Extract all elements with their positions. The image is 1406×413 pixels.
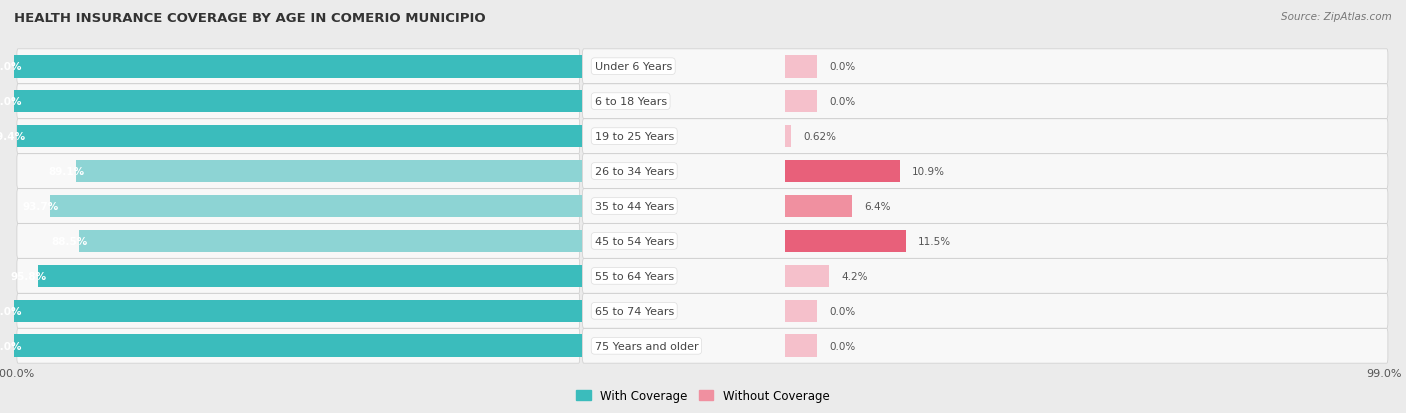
Bar [14,335,582,357]
FancyBboxPatch shape [582,294,1388,328]
FancyBboxPatch shape [582,50,1388,84]
Text: 6 to 18 Years: 6 to 18 Years [595,97,666,107]
FancyBboxPatch shape [17,189,579,224]
Text: 99.4%: 99.4% [0,132,25,142]
Bar [785,335,817,357]
FancyBboxPatch shape [17,294,579,328]
FancyBboxPatch shape [17,119,579,154]
Text: 89.1%: 89.1% [48,166,84,177]
FancyBboxPatch shape [582,259,1388,294]
FancyBboxPatch shape [17,329,579,363]
FancyBboxPatch shape [582,119,1388,154]
Text: 0.62%: 0.62% [803,132,837,142]
Bar [14,90,582,113]
Text: Source: ZipAtlas.com: Source: ZipAtlas.com [1281,12,1392,22]
Bar [38,265,582,287]
FancyBboxPatch shape [17,154,579,189]
Bar [17,126,582,148]
Bar [14,56,582,78]
Text: 45 to 54 Years: 45 to 54 Years [595,236,673,247]
Bar [79,230,582,253]
Text: 0.0%: 0.0% [830,341,856,351]
Text: 65 to 74 Years: 65 to 74 Years [595,306,673,316]
Bar [76,160,582,183]
Text: 6.4%: 6.4% [865,202,891,211]
Text: 4.2%: 4.2% [841,271,868,281]
Text: 100.0%: 100.0% [0,62,22,72]
Text: HEALTH INSURANCE COVERAGE BY AGE IN COMERIO MUNICIPIO: HEALTH INSURANCE COVERAGE BY AGE IN COME… [14,12,485,25]
FancyBboxPatch shape [17,259,579,294]
Text: 93.7%: 93.7% [22,202,59,211]
FancyBboxPatch shape [582,154,1388,189]
Text: 11.5%: 11.5% [918,236,950,247]
Text: 35 to 44 Years: 35 to 44 Years [595,202,673,211]
FancyBboxPatch shape [17,224,579,259]
Text: 26 to 34 Years: 26 to 34 Years [595,166,673,177]
FancyBboxPatch shape [17,85,579,119]
Text: 55 to 64 Years: 55 to 64 Years [595,271,673,281]
FancyBboxPatch shape [582,189,1388,224]
Text: 10.9%: 10.9% [911,166,945,177]
Text: Under 6 Years: Under 6 Years [595,62,672,72]
Bar [785,195,852,218]
Text: 0.0%: 0.0% [830,306,856,316]
Bar [785,90,817,113]
FancyBboxPatch shape [582,224,1388,259]
Text: 100.0%: 100.0% [0,341,22,351]
Text: 75 Years and older: 75 Years and older [595,341,699,351]
FancyBboxPatch shape [582,329,1388,363]
Text: 88.5%: 88.5% [52,236,89,247]
Bar [785,300,817,323]
Bar [49,195,582,218]
Bar [785,126,792,148]
Bar [785,160,900,183]
Bar [785,265,830,287]
FancyBboxPatch shape [582,85,1388,119]
Text: 0.0%: 0.0% [830,62,856,72]
Bar [785,56,817,78]
Bar [14,300,582,323]
Text: 19 to 25 Years: 19 to 25 Years [595,132,673,142]
Text: 100.0%: 100.0% [0,97,22,107]
FancyBboxPatch shape [17,50,579,84]
Text: 0.0%: 0.0% [830,97,856,107]
Text: 100.0%: 100.0% [0,306,22,316]
Legend: With Coverage, Without Coverage: With Coverage, Without Coverage [572,385,834,407]
Text: 95.8%: 95.8% [10,271,46,281]
Bar [785,230,905,253]
